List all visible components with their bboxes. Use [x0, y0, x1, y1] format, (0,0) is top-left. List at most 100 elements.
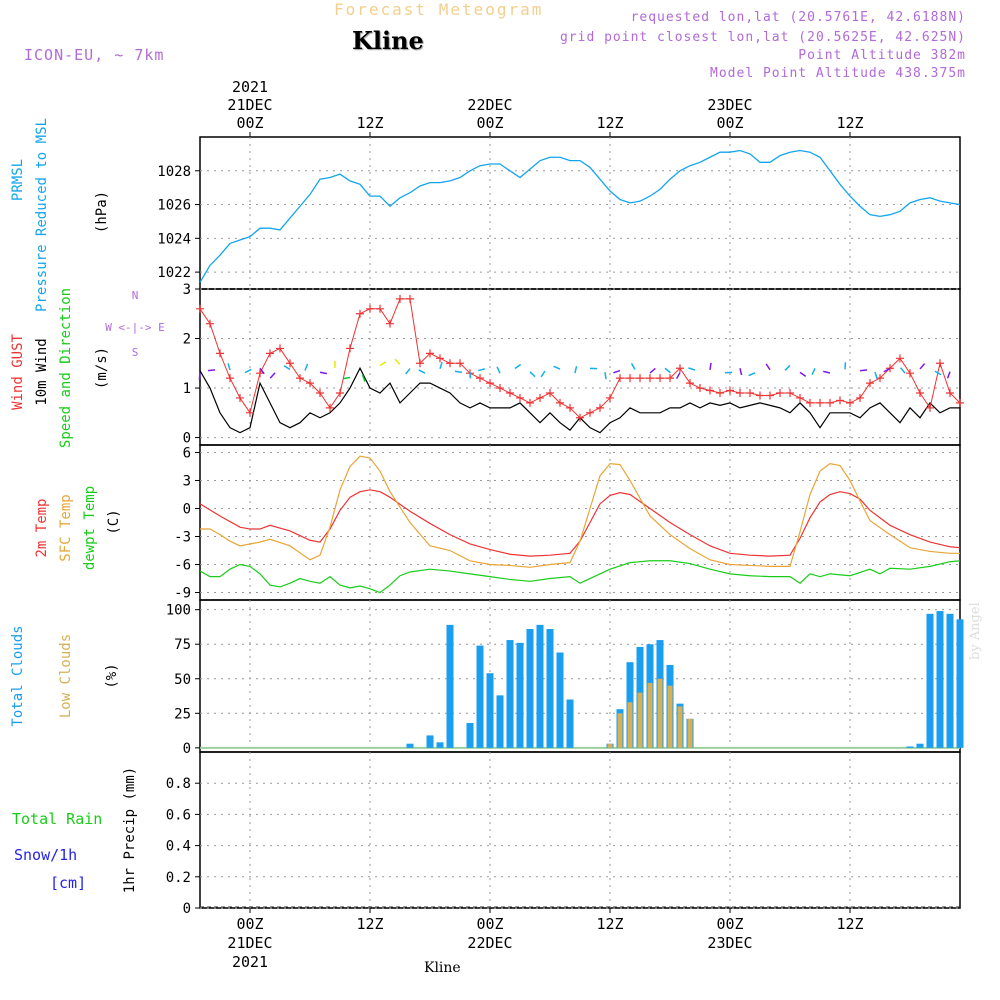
wind-gust-point: [836, 396, 844, 405]
wind-direction-arrow: [379, 361, 387, 367]
wind-gust-point: [536, 393, 544, 402]
total-clouds-bar: [406, 743, 414, 748]
wind-direction-arrow: [784, 364, 791, 371]
ytick-label-4-3: 75: [174, 637, 191, 653]
wind-direction-arrow: [439, 361, 443, 370]
wind-gust-point: [426, 349, 434, 358]
wind-gust-point: [496, 384, 504, 393]
ytick-label-2-3: 3: [183, 282, 191, 298]
wind-direction-arrow: [529, 371, 536, 378]
ylabel-precip: 1hr Precip (mm): [122, 767, 138, 893]
wind-direction-arrow: [304, 363, 309, 371]
wind-direction-arrow: [496, 366, 501, 374]
wind-direction-arrow: [748, 372, 756, 377]
prmsl-line: [199, 149, 961, 283]
wind-direction-arrow: [709, 362, 712, 370]
temp-2m-line: [199, 489, 961, 557]
wind-gust-point: [326, 403, 334, 412]
wind-direction-arrow: [227, 363, 231, 371]
total-clouds-bar: [426, 735, 434, 748]
ytick-label-5-3: 0.6: [166, 807, 191, 823]
wind-gust-point: [886, 364, 894, 373]
ytick-label-5-0: 0: [183, 901, 191, 917]
wind-gust-point: [196, 304, 204, 313]
wind-direction-arrow: [630, 363, 636, 370]
wind-direction-arrow: [553, 365, 561, 370]
wind-gust-point: [956, 398, 964, 407]
label-snow-1h: Snow/1h: [14, 846, 77, 864]
wind-direction-arrow: [244, 368, 252, 374]
wind-gust-point: [476, 374, 484, 383]
ytick-label-5-2: 0.4: [166, 839, 191, 855]
wind-gust-point: [586, 408, 594, 417]
wind-gust-point: [596, 403, 604, 412]
wind-gust-point: [246, 408, 254, 417]
wind-gust-point: [416, 359, 424, 368]
total-clouds-bar: [946, 613, 954, 748]
wind-gust-point: [666, 374, 674, 383]
bottom-time-label-5: 12Z: [836, 915, 863, 933]
bottom-year-label: 2021: [232, 953, 268, 971]
meteogram-title: Forecast Meteogram: [334, 0, 544, 19]
wind-gust-point: [916, 389, 924, 397]
wind-gust-point: [456, 359, 464, 368]
ylabel-speed-direction: Speed and Direction: [58, 288, 74, 448]
wind-gust-point: [606, 393, 614, 402]
wind-gust-point: [366, 304, 374, 313]
compass-south: S: [132, 346, 139, 359]
wind-gust-point: [446, 359, 454, 368]
wind-direction-arrow: [342, 376, 351, 380]
wind-gust-point: [636, 374, 644, 383]
wind-gust-line: [199, 298, 961, 419]
wind-gust-point: [276, 344, 284, 353]
ylabel-low-clouds: Low Clouds: [58, 634, 74, 718]
ytick-label-4-1: 25: [174, 706, 191, 722]
wind-direction-arrow: [688, 367, 696, 371]
wind-gust-point: [856, 393, 864, 402]
ylabel-10m-wind: 10m Wind: [34, 338, 50, 405]
total-clouds-bar: [526, 629, 534, 748]
wind-gust-point: [766, 391, 774, 400]
total-clouds-bar: [566, 699, 574, 748]
wind-direction-arrow: [799, 371, 807, 378]
ylabel-dewpt-temp: dewpt Temp: [82, 486, 98, 570]
wind-direction-arrow: [207, 369, 216, 372]
ylabel-sfc-temp: SFC Temp: [58, 494, 74, 561]
top-time-label-4: 00Z: [716, 114, 743, 132]
wind-direction-arrow: [394, 358, 401, 365]
wind-gust-point: [206, 319, 214, 328]
bottom-day-label-4: 23DEC: [707, 934, 752, 952]
wind-gust-point: [576, 413, 584, 422]
low-clouds-bar: [657, 678, 663, 748]
ytick-label-2-0: 0: [183, 431, 191, 447]
wind-direction-arrow: [405, 368, 411, 375]
low-clouds-bar: [637, 692, 643, 748]
wind-direction-arrow: [919, 363, 926, 370]
ytick-label-2-1: 1: [183, 381, 191, 397]
low-clouds-bar: [607, 743, 613, 748]
bottom-time-label-1: 12Z: [356, 915, 383, 933]
ytick-label-3-4: 3: [183, 473, 191, 489]
total-clouds-bar: [916, 743, 924, 748]
ytick-label-4-2: 50: [174, 672, 191, 688]
ylabel-2m-temp: 2m Temp: [34, 498, 50, 557]
wind-gust-point: [296, 374, 304, 383]
wind-gust-point: [316, 389, 324, 397]
total-clouds-bar: [446, 624, 454, 748]
ylabel-ms: (m/s): [94, 347, 110, 389]
total-clouds-bar: [906, 746, 914, 748]
ylabel-celsius: (C): [106, 509, 122, 534]
ytick-label-2-2: 2: [183, 332, 191, 348]
wind-gust-point: [356, 309, 364, 318]
ytick-label-1-3: 1028: [157, 164, 191, 180]
ytick-label-3-0: -9: [174, 586, 191, 602]
panel-1-frame: [199, 136, 961, 290]
wind-gust-point: [936, 359, 944, 368]
wind-direction-arrow: [418, 369, 426, 374]
total-clouds-bar: [536, 624, 544, 748]
wind-gust-point: [256, 369, 264, 378]
wind-direction-arrow: [765, 363, 771, 371]
wind-direction-arrow: [675, 372, 681, 380]
wind-direction-arrow: [739, 368, 743, 376]
